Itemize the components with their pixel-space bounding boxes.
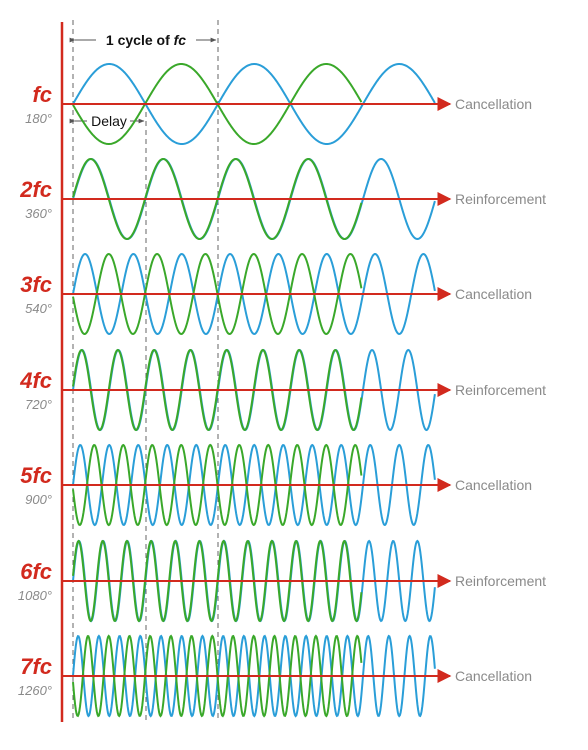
degrees-label: 1080° (18, 588, 52, 603)
harmonic-row-6: 6fc 1080° Reinforcement (18, 539, 546, 623)
delay-annotation: Delay (69, 113, 145, 129)
harmonic-row-3: 3fc 540° Cancellation (20, 252, 532, 336)
cycle-annotation: 1 cycle of fc (69, 32, 217, 48)
degrees-label: 540° (25, 301, 52, 316)
delay-label: Delay (91, 113, 127, 129)
multiple-label: 3fc (20, 272, 52, 297)
result-label: Cancellation (455, 286, 532, 302)
result-label: Cancellation (455, 668, 532, 684)
original-wave (72, 62, 436, 146)
delayed-wave (72, 348, 363, 432)
multiple-label: 4fc (19, 368, 52, 393)
original-wave (72, 634, 436, 718)
degrees-label: 720° (25, 397, 52, 412)
harmonic-row-7: 7fc 1260° Cancellation (18, 634, 532, 718)
multiple-label: 5fc (20, 463, 52, 488)
degrees-label: 1260° (18, 683, 52, 698)
degrees-label: 180° (25, 111, 52, 126)
delayed-wave (72, 443, 363, 527)
multiple-label: 2fc (19, 177, 52, 202)
original-wave (72, 252, 436, 336)
harmonic-rows: fc 180° Cancellation 2fc 360° Reinforcement 3f… (18, 62, 546, 718)
result-label: Reinforcement (455, 382, 546, 398)
original-wave (72, 443, 436, 527)
harmonic-row-2: 2fc 360° Reinforcement (19, 157, 546, 241)
degrees-label: 900° (25, 492, 52, 507)
harmonic-row-4: 4fc 720° Reinforcement (19, 348, 546, 432)
result-label: Cancellation (455, 477, 532, 493)
multiple-label: 7fc (20, 654, 52, 679)
multiple-label: fc (32, 82, 52, 107)
result-label: Cancellation (455, 96, 532, 112)
degrees-label: 360° (25, 206, 52, 221)
delayed-wave (72, 634, 363, 718)
harmonic-row-5: 5fc 900° Cancellation (20, 443, 532, 527)
delayed-wave (72, 539, 363, 623)
delayed-wave (72, 252, 363, 336)
result-label: Reinforcement (455, 573, 546, 589)
delayed-wave (72, 157, 363, 241)
multiple-label: 6fc (20, 559, 52, 584)
result-label: Reinforcement (455, 191, 546, 207)
cycle-label: 1 cycle of fc (106, 32, 186, 48)
harmonic-row-1: fc 180° Cancellation (25, 62, 532, 146)
